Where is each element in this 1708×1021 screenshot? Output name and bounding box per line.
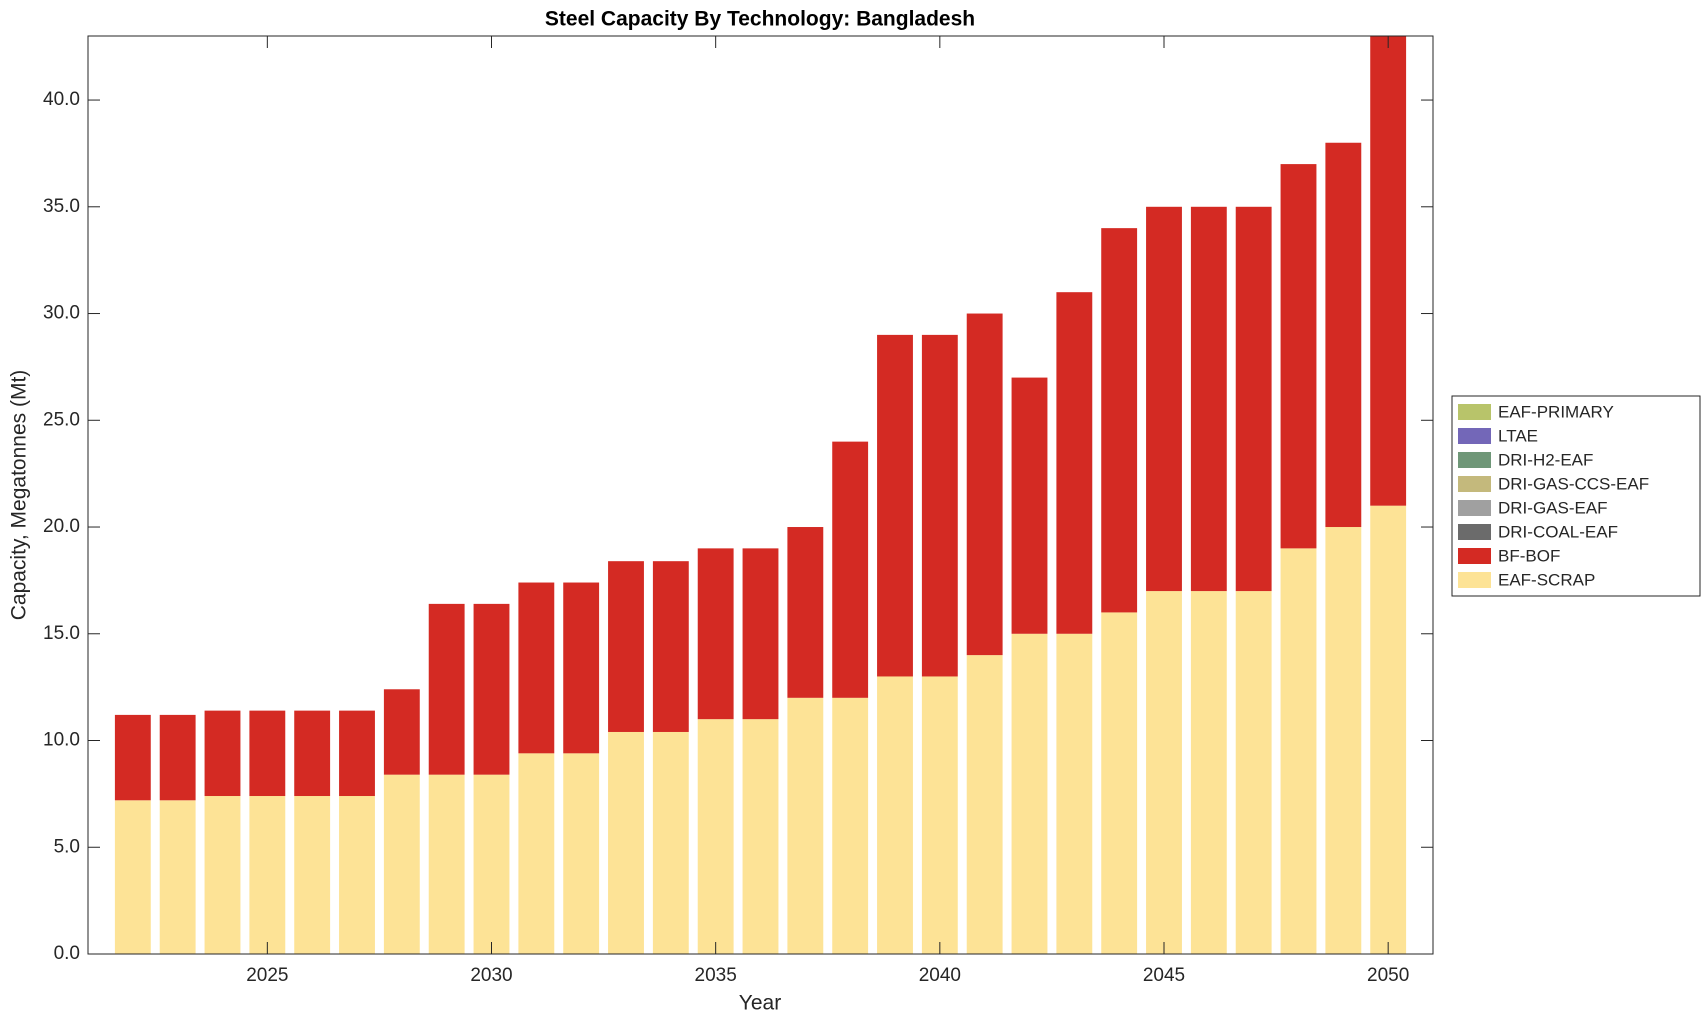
bar-segment bbox=[339, 710, 375, 797]
bar-segment bbox=[921, 676, 958, 954]
x-tick-label: 2035 bbox=[695, 965, 737, 986]
y-tick-label: 5.0 bbox=[54, 836, 80, 857]
legend-label: EAF-SCRAP bbox=[1498, 570, 1595, 589]
x-tick-label: 2030 bbox=[470, 965, 512, 986]
x-axis-label: Year bbox=[739, 992, 781, 1015]
chart-title: Steel Capacity By Technology: Bangladesh bbox=[545, 8, 975, 31]
bar-segment bbox=[159, 714, 196, 801]
legend-label: DRI-GAS-EAF bbox=[1498, 498, 1608, 517]
bar-segment bbox=[1056, 292, 1093, 634]
bar-segment bbox=[473, 774, 510, 954]
bar-segment bbox=[114, 714, 151, 801]
y-tick-label: 15.0 bbox=[43, 623, 80, 644]
y-tick-label: 10.0 bbox=[43, 730, 80, 751]
bar-segment bbox=[294, 796, 331, 954]
y-tick-label: 40.0 bbox=[43, 89, 80, 110]
legend-label: EAF-PRIMARY bbox=[1498, 402, 1614, 421]
y-tick-label: 0.0 bbox=[54, 943, 80, 964]
plot-frame bbox=[87, 35, 1434, 955]
bar-segment bbox=[383, 689, 420, 775]
bar-segment bbox=[787, 527, 824, 698]
bar-segment bbox=[249, 710, 286, 797]
x-tick-label: 2040 bbox=[919, 965, 961, 986]
bar-segment bbox=[1370, 36, 1407, 506]
legend-swatch bbox=[1458, 500, 1491, 516]
x-tick-label: 2050 bbox=[1367, 965, 1409, 986]
bar-segment bbox=[877, 334, 913, 677]
bar-segment bbox=[428, 774, 465, 954]
y-axis-label: Capacity, Megatonnes (Mt) bbox=[8, 370, 31, 621]
bar-segment bbox=[921, 334, 958, 677]
legend-swatch bbox=[1458, 524, 1491, 540]
legend-label: DRI-H2-EAF bbox=[1498, 450, 1593, 469]
bar-segment bbox=[1190, 591, 1227, 954]
bar-segment bbox=[742, 548, 779, 720]
bar-segment bbox=[473, 603, 510, 775]
bar-segment bbox=[204, 710, 241, 797]
bar-segment bbox=[518, 582, 555, 754]
bar-segment bbox=[1146, 206, 1182, 592]
bar-segment bbox=[1280, 164, 1317, 549]
legend-label: DRI-COAL-EAF bbox=[1498, 522, 1618, 541]
bar-segment bbox=[608, 731, 644, 954]
bar-segment bbox=[608, 561, 644, 732]
bar-segment bbox=[1011, 633, 1048, 954]
y-tick-label: 25.0 bbox=[43, 409, 80, 430]
bar-segment bbox=[428, 603, 465, 775]
bar-segment bbox=[249, 796, 286, 954]
x-tick-label: 2025 bbox=[246, 965, 288, 986]
bar-segment bbox=[1011, 377, 1048, 634]
bar-segment bbox=[832, 441, 869, 698]
y-tick-label: 35.0 bbox=[43, 196, 80, 217]
bar-segment bbox=[787, 697, 824, 954]
bar-segment bbox=[1235, 206, 1272, 592]
bar-segment bbox=[877, 676, 913, 954]
bar-segment bbox=[966, 655, 1003, 954]
bar-segment bbox=[518, 753, 555, 954]
legend-label: BF-BOF bbox=[1498, 546, 1560, 565]
legend-label: LTAE bbox=[1498, 426, 1538, 445]
bar-segment bbox=[1370, 505, 1407, 954]
legend-box bbox=[1451, 395, 1701, 597]
y-tick-label: 20.0 bbox=[43, 516, 80, 537]
bar-segment bbox=[563, 753, 600, 954]
bar-segment bbox=[742, 719, 779, 954]
bar-segment bbox=[204, 796, 241, 954]
legend-swatch bbox=[1458, 548, 1491, 564]
bar-segment bbox=[697, 548, 734, 720]
legend-swatch bbox=[1458, 452, 1491, 468]
x-tick-label: 2045 bbox=[1143, 965, 1185, 986]
bar-segment bbox=[652, 731, 689, 954]
bar-segment bbox=[159, 800, 196, 954]
legend-swatch bbox=[1458, 404, 1491, 420]
bar-segment bbox=[1190, 206, 1227, 592]
legend-swatch bbox=[1458, 572, 1491, 588]
bar-segment bbox=[832, 697, 869, 954]
bar-segment bbox=[294, 710, 331, 797]
bar-segment bbox=[697, 719, 734, 954]
legend-swatch bbox=[1458, 476, 1491, 492]
bar-segment bbox=[1325, 142, 1362, 528]
bar-segment bbox=[1325, 527, 1362, 954]
bars bbox=[114, 36, 1407, 954]
bar-segment bbox=[1235, 591, 1272, 954]
bar-segment bbox=[339, 796, 375, 954]
bar-segment bbox=[1280, 548, 1317, 954]
bar-segment bbox=[1056, 633, 1093, 954]
bar-segment bbox=[1101, 228, 1138, 613]
bar-segment bbox=[563, 582, 600, 754]
axes: 0.0 5.0 10.0 15.0 20.0 25.0 30.0 35.0 40.0 2025 20… bbox=[43, 35, 1701, 986]
bar-segment bbox=[1146, 591, 1182, 954]
bar-segment bbox=[383, 774, 420, 954]
legend-swatch bbox=[1458, 428, 1491, 444]
bar-segment bbox=[966, 313, 1003, 656]
bar-segment bbox=[114, 800, 151, 954]
bar-segment bbox=[652, 561, 689, 732]
legend-label: DRI-GAS-CCS-EAF bbox=[1498, 474, 1649, 493]
bar-segment bbox=[1101, 612, 1138, 954]
y-tick-label: 30.0 bbox=[43, 303, 80, 324]
